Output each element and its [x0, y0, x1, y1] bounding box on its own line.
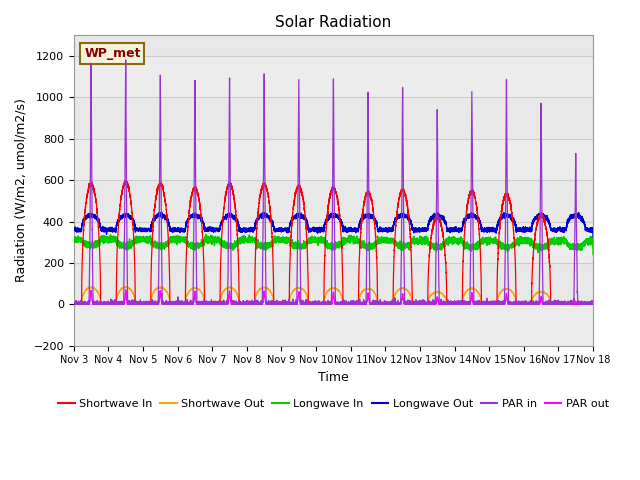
Shortwave In [589, 301, 597, 307]
Shortwave In [561, 301, 569, 307]
Longwave Out [589, 240, 597, 245]
Longwave Out [464, 214, 472, 219]
Shortwave Out [70, 301, 77, 307]
PAR out [70, 301, 77, 307]
Longwave In [449, 240, 457, 245]
PAR in [70, 301, 77, 307]
Longwave Out [568, 215, 575, 221]
Shortwave Out [561, 301, 569, 307]
Shortwave Out [449, 301, 457, 307]
Shortwave In [450, 300, 458, 306]
Line: Shortwave In: Shortwave In [74, 181, 593, 304]
Bar [74, 221, 593, 263]
Shortwave In [316, 299, 323, 305]
Shortwave In [464, 198, 472, 204]
Shortwave In [568, 301, 575, 307]
Longwave Out [246, 226, 254, 232]
Legend: Shortwave In, Shortwave Out, Longwave In, Longwave Out, PAR in, PAR out: Shortwave In, Shortwave Out, Longwave In… [53, 395, 613, 413]
Shortwave Out [464, 287, 472, 293]
PAR in [589, 301, 597, 307]
Bar [74, 139, 593, 180]
Longwave Out [449, 228, 457, 234]
PAR out [316, 301, 323, 307]
PAR in [246, 301, 254, 307]
PAR in [561, 300, 569, 306]
PAR in [450, 301, 458, 307]
Longwave In [202, 231, 210, 237]
Shortwave Out [123, 284, 131, 289]
Line: PAR out: PAR out [74, 290, 593, 304]
Line: Shortwave Out: Shortwave Out [74, 287, 593, 304]
Shortwave In [70, 301, 77, 307]
Longwave In [561, 238, 569, 243]
Shortwave In [246, 301, 254, 307]
Longwave In [568, 245, 575, 251]
PAR in [70, 301, 77, 307]
PAR out [568, 301, 575, 307]
PAR out [450, 301, 458, 307]
Text: WP_met: WP_met [84, 47, 141, 60]
PAR in [122, 57, 129, 63]
Longwave In [246, 233, 254, 239]
Longwave Out [70, 226, 77, 231]
PAR out [589, 301, 597, 307]
X-axis label: Time: Time [318, 371, 349, 384]
PAR out [70, 301, 77, 307]
Shortwave In [121, 178, 129, 184]
Line: Longwave Out: Longwave Out [74, 212, 593, 242]
Shortwave Out [246, 301, 254, 307]
Longwave In [70, 238, 77, 243]
PAR out [561, 301, 569, 307]
PAR in [464, 301, 472, 307]
Bar [74, 56, 593, 97]
Longwave Out [561, 226, 569, 232]
Longwave In [464, 241, 472, 247]
Shortwave Out [589, 301, 597, 307]
Y-axis label: Radiation (W/m2, umol/m2/s): Radiation (W/m2, umol/m2/s) [15, 98, 28, 282]
Longwave In [316, 235, 323, 241]
Longwave Out [316, 226, 323, 232]
Longwave Out [158, 209, 166, 215]
PAR out [464, 301, 472, 307]
PAR out [246, 301, 254, 307]
Line: PAR in: PAR in [74, 60, 593, 304]
PAR out [122, 287, 129, 293]
PAR in [568, 301, 575, 307]
Line: Longwave In: Longwave In [74, 234, 593, 254]
Title: Solar Radiation: Solar Radiation [275, 15, 392, 30]
Shortwave In [70, 301, 77, 307]
Shortwave Out [316, 301, 323, 307]
Longwave In [589, 252, 597, 257]
Shortwave Out [568, 301, 575, 307]
Bar [74, 304, 593, 346]
PAR in [316, 301, 323, 307]
